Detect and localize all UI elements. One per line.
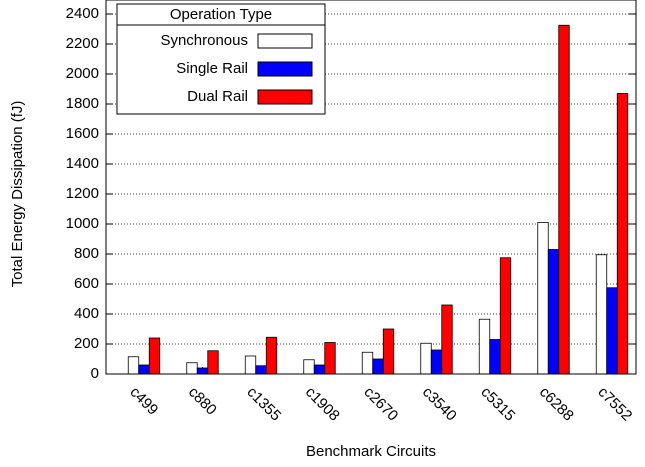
x-tick-label: c1908 [302, 384, 343, 425]
bar [148, 337, 161, 375]
y-tick-label: 200 [74, 335, 99, 352]
bar [127, 356, 140, 375]
bar [244, 355, 257, 375]
bar [478, 318, 491, 375]
bar [255, 365, 267, 375]
bar [441, 304, 453, 375]
x-tick-label: c2670 [360, 384, 401, 425]
y-tick-label: 600 [74, 275, 99, 292]
y-tick-label: 1600 [66, 125, 99, 142]
y-tick-label: 400 [74, 305, 99, 322]
x-tick-label: c880 [185, 384, 220, 419]
legend-swatch [257, 33, 313, 49]
y-tick-label: 1200 [66, 185, 99, 202]
bar [499, 257, 512, 375]
y-tick-label: 800 [74, 245, 99, 262]
y-tick-label: 2000 [66, 65, 99, 82]
x-tick-label: c7552 [594, 384, 635, 425]
bar [138, 364, 150, 375]
y-tick-label: 2400 [66, 5, 99, 22]
bar [186, 362, 198, 375]
x-tick-label: c6288 [536, 384, 577, 425]
bar [382, 328, 395, 375]
bar [616, 93, 629, 375]
bar [196, 367, 209, 375]
bar [430, 349, 443, 375]
bar [265, 336, 278, 375]
y-tick-label: 0 [91, 365, 99, 382]
legend-title: Operation Type [170, 6, 272, 23]
plot-frame [105, 0, 637, 375]
bar [537, 222, 549, 375]
y-tick-label: 1400 [66, 155, 99, 172]
bar [420, 342, 432, 375]
bar [606, 287, 618, 375]
legend-label: Single Rail [176, 60, 248, 77]
legend-label: Dual Rail [187, 88, 248, 105]
x-tick-label: c1355 [243, 384, 284, 425]
legend-swatch [257, 61, 313, 77]
bar [324, 342, 336, 375]
bar [207, 350, 219, 375]
bar [372, 358, 384, 375]
bar [489, 339, 501, 375]
x-axis-label: Benchmark Circuits [306, 443, 436, 460]
bar [595, 254, 608, 375]
y-tick-label: 1000 [66, 215, 99, 232]
legend-swatch [257, 89, 313, 105]
bar [361, 351, 374, 375]
x-tick-label: c5315 [477, 384, 518, 425]
y-tick-label: 1800 [66, 95, 99, 112]
x-tick-label: c3540 [419, 384, 460, 425]
bar [303, 359, 315, 375]
y-tick-label: 2200 [66, 35, 99, 52]
bar [313, 364, 326, 375]
x-tick-label: c499 [126, 384, 161, 419]
bar [558, 24, 570, 375]
bar [547, 249, 560, 375]
legend-label: Synchronous [160, 32, 248, 49]
y-axis-label: Total Energy Dissipation (fJ) [9, 101, 26, 288]
